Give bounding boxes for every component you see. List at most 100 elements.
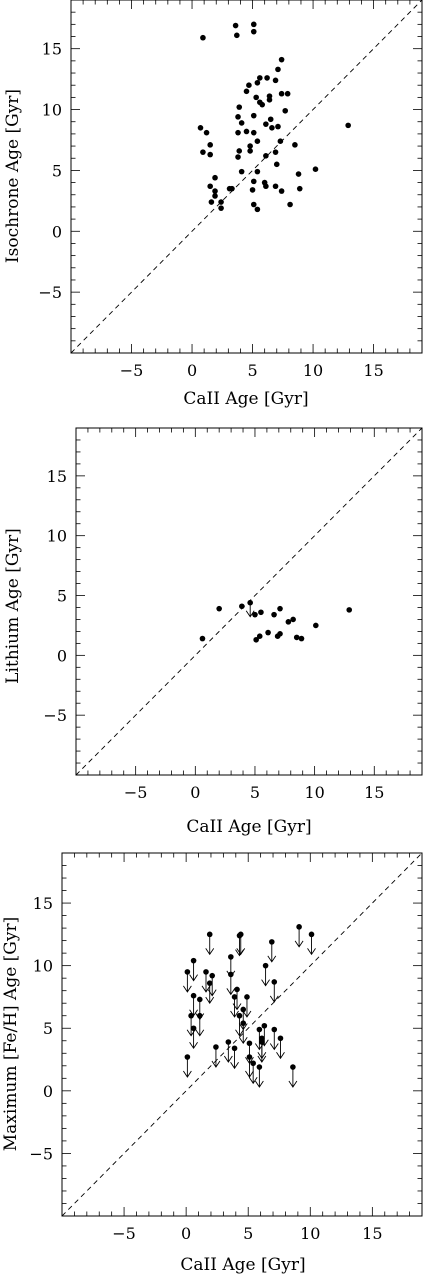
data-point [265, 629, 271, 636]
upper-limit-arrow [257, 1042, 267, 1063]
data-point [254, 79, 261, 86]
data-point [246, 82, 252, 89]
y-tick-label: 15 [42, 40, 62, 59]
data-point [287, 201, 293, 208]
data-point [282, 107, 289, 114]
y-tick-label: 0 [43, 1082, 53, 1101]
data-point [250, 129, 257, 136]
upper-limit-arrow [235, 1015, 244, 1037]
upper-limit-arrow [230, 996, 239, 1018]
data-point [239, 603, 245, 610]
upper-limit-arrow [276, 1038, 285, 1060]
data-point [235, 114, 241, 120]
data-point [218, 199, 224, 205]
y-tick-label: −5 [38, 283, 62, 302]
data-point [256, 633, 263, 639]
x-axis: −5 0 5 10 15 [61, 853, 423, 1243]
upper-limit-arrow [189, 995, 198, 1017]
x-tick-label: 15 [362, 1224, 382, 1243]
data-point [234, 32, 240, 39]
x-tick-label: 15 [364, 783, 384, 802]
data-point [271, 611, 277, 618]
x-tick-label: 0 [190, 783, 200, 802]
x-tick-label: 5 [243, 1224, 253, 1243]
data-point [269, 125, 275, 131]
upper-limit-arrow [201, 971, 211, 993]
data-point [216, 605, 222, 612]
data-point [235, 129, 241, 136]
data-point [225, 1039, 232, 1045]
data-point [190, 1025, 197, 1032]
data-point [267, 116, 274, 123]
panel-isochrone: −5 0 5 10 15 −5 0 5 10 15 CaII Age [Gyr] Isochro… [3, 0, 423, 409]
upper-limit-arrow [232, 989, 242, 1011]
x-tick-label: 15 [363, 361, 383, 380]
upper-limit-arrow [230, 1048, 239, 1070]
data-point [292, 142, 298, 148]
data-point [235, 154, 241, 160]
y-tick-label: 10 [42, 101, 62, 120]
upper-limit-arrow [259, 1025, 269, 1047]
upper-limit-arrow [236, 934, 246, 956]
data-point [252, 611, 258, 618]
data-point [200, 149, 206, 155]
upper-limit-arrow [294, 926, 304, 948]
data-point [250, 28, 257, 35]
data-point [199, 635, 206, 642]
data-point [266, 93, 273, 99]
upper-limit-arrow [267, 941, 277, 963]
x-axis-label: CaII Age [Gyr] [183, 389, 308, 409]
data-point [250, 1060, 256, 1067]
y-tick-label: 15 [33, 894, 53, 913]
data-point [231, 1045, 238, 1052]
upper-limit-arrow [189, 1028, 198, 1050]
data-point [247, 143, 253, 149]
data-point [284, 90, 291, 97]
data-point [212, 188, 218, 194]
x-tick-label: −5 [112, 1224, 136, 1243]
data-point [278, 56, 285, 63]
data-point [290, 616, 296, 623]
x-axis: −5 0 5 10 15 [70, 0, 423, 380]
upper-limit-arrow [245, 1057, 254, 1078]
upper-limit-arrow [288, 1067, 298, 1088]
data-point [238, 120, 245, 126]
data-point [250, 21, 257, 28]
y-tick-label: 0 [57, 646, 67, 665]
x-tick-label: 0 [187, 361, 197, 380]
data-point [275, 123, 281, 130]
data-points [199, 599, 353, 643]
data-point [273, 161, 280, 168]
data-point [250, 112, 257, 119]
panel-max-feh: −5 0 5 10 15 −5 0 5 10 15 CaII Age [Gyr] Maximum… [1, 852, 423, 1275]
data-point [259, 101, 266, 108]
y-tick-label: 10 [47, 527, 67, 546]
x-tick-label: −5 [120, 361, 144, 380]
data-point [263, 153, 269, 159]
data-point [229, 185, 235, 192]
data-point [212, 174, 218, 181]
upper-limit-arrow [207, 975, 217, 997]
data-point [197, 125, 204, 131]
data-point [212, 193, 218, 199]
data-point [263, 183, 269, 190]
upper-limit-arrow [189, 960, 198, 982]
upper-limit-arrow [183, 971, 192, 993]
x-tick-label: 10 [300, 1224, 320, 1243]
data-point [278, 188, 285, 194]
y-axis-label: Lithium Age [Gyr] [3, 528, 23, 684]
data-point [236, 104, 243, 110]
data-point [249, 187, 256, 193]
data-point [250, 201, 257, 208]
data-point [290, 1064, 296, 1070]
data-point [313, 622, 319, 629]
data-points [197, 21, 351, 213]
data-point [246, 1040, 253, 1047]
data-point [207, 183, 213, 190]
data-point [207, 151, 213, 158]
data-point [258, 609, 264, 616]
data-point [254, 206, 261, 213]
data-point [208, 199, 215, 205]
data-point [253, 94, 259, 101]
